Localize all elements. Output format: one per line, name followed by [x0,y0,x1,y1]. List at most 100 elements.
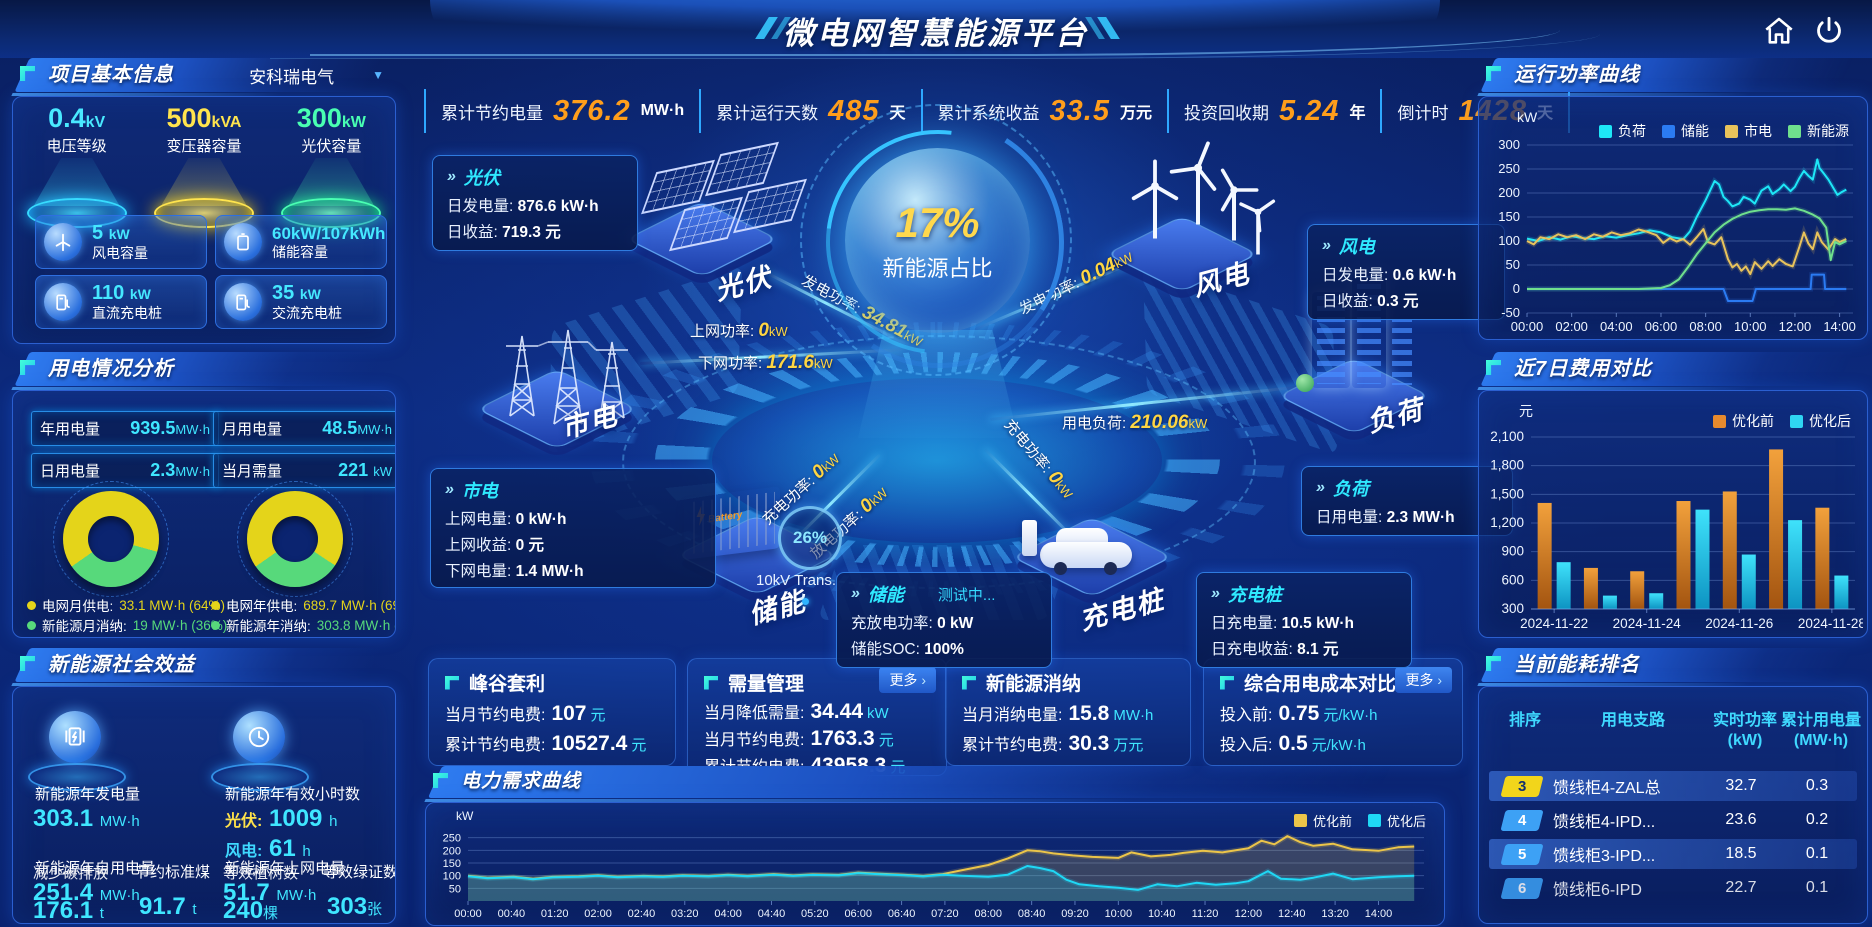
infobox-ev: » 充电桩 日充电量: 10.5 kW·h 日充电收益: 8.1 元 [1196,572,1412,668]
panel-project-info: 项目基本信息 安科瑞电气 ▼ 0.4kV 电压等级 500kVA 变压器容量 [12,58,396,344]
card-value: 5 kW [92,222,130,245]
table-row[interactable]: 5 馈线柜3-IPD... 18.5 0.1 [1489,839,1857,869]
column-header-rank: 排序 [1508,712,1541,729]
kpi-unit: 万元 [1119,105,1152,122]
svg-text:13:20: 13:20 [1321,908,1349,920]
card-label: 直流充电桩 [92,305,162,322]
chevron-right-icon: » [445,481,454,498]
gauge-dashed-ring [800,104,1072,376]
header-curve-line-2 [270,34,1600,59]
pedestal-transformer: 500kVA 变压器容量 [140,103,267,263]
transformer-label: 10kV Trans. [756,572,837,589]
svg-text:50: 50 [1506,257,1520,272]
icon-glow-base [28,763,126,791]
svg-text:06:00: 06:00 [844,908,872,920]
table-header: 排序 用电支路 实时功率 (kW) 累计用电量 (MW·h) [1493,711,1861,751]
svg-text:150: 150 [1498,209,1520,224]
svg-text:14:00: 14:00 [1823,319,1856,334]
svg-text:01:20: 01:20 [541,908,569,920]
svg-text:-50: -50 [1501,305,1520,320]
kpi-value: 376.2 [553,94,631,127]
svg-text:200: 200 [1498,185,1520,200]
svg-text:02:40: 02:40 [628,908,656,920]
card-corner-icon [1220,675,1234,690]
panel-run-power-curve: 运行功率曲线 kW 负荷 储能 市电 新能源 -50 0 50 100 150 200 25… [1478,58,1868,340]
svg-text:00:40: 00:40 [498,908,526,920]
chevron-right-icon: » [1322,237,1331,254]
infobox-load: » 负荷 日用电量: 2.3 MW·h [1301,466,1513,536]
svg-text:10:40: 10:40 [1148,908,1176,920]
cost-bar-chart: 300 600 900 1,200 1,500 1,800 2,100 2024-11-22 2… [1490,431,1863,631]
kpi-label: 累计节约电量 [441,103,543,123]
benefit-value: 51.7 MW·h [223,879,317,906]
svg-text:2024-11-26: 2024-11-26 [1705,616,1773,631]
svg-text:02:00: 02:00 [1555,319,1588,334]
charging-pile-icon [1022,520,1037,556]
svg-text:10:00: 10:00 [1734,319,1767,334]
realtime-power: 22.7 [1725,879,1757,896]
demand-legend: 优化前 优化后 [1293,811,1426,830]
chevron-right-icon: » [1211,585,1220,602]
pedestal-label: 光伏容量 [301,138,362,155]
svg-text:300: 300 [1501,601,1524,616]
legend-item: 优化前 [1293,811,1352,830]
power-icon[interactable] [1812,14,1846,48]
svg-text:50: 50 [449,883,461,895]
benefit-value: 303张 [327,893,383,920]
benefit-value: 91.7 t [139,893,197,920]
flow-feed-down: 下网功率: 171.6kW [698,352,833,373]
panel-title: 用电情况分析 [48,358,174,380]
svg-text:08:40: 08:40 [1018,908,1046,920]
panel-title: 近7日费用对比 [1514,358,1653,380]
legend-renewable-year: 新能源年消纳:303.8 MW·h (31%) [211,615,395,635]
svg-text:200: 200 [443,845,461,857]
svg-text:1,200: 1,200 [1490,515,1524,530]
table-row[interactable]: 6 馈线柜6-IPD 22.7 0.1 [1489,873,1857,903]
panel-body: 年用电量 939.5MW·h 月用电量 48.5MW·h 日用电量 2.3MW·h 当… [12,390,396,638]
svg-text:2,100: 2,100 [1490,431,1524,444]
svg-text:2024-11-24: 2024-11-24 [1613,616,1682,631]
header-curve-line [310,30,1560,56]
panel-header: 近7日费用对比 [1478,352,1868,386]
legend-item: 优化后 [1367,811,1426,830]
donut-ring-decor [237,481,353,597]
column-header-branch: 用电支路 [1600,712,1665,729]
svg-text:10:00: 10:00 [1105,908,1133,920]
benefit-label: 节约标准煤 [135,864,211,881]
svg-text:100: 100 [443,871,461,883]
benefit-label: 减少碳排放 [33,865,109,882]
svg-text:150: 150 [443,858,461,870]
card-demand-management: 需量管理 更多 › 当月降低需量: 34.44 kW 当月节约电费: 1763.3 元 … [687,658,947,777]
svg-text:12:00: 12:00 [1235,908,1263,920]
more-button[interactable]: 更多 › [1395,667,1452,693]
svg-text:09:20: 09:20 [1061,908,1089,920]
gauge-label: 新能源占比 [882,255,993,281]
benefit-label: 等效植树数 [223,865,299,882]
branch-name: 馈线柜3-IPD... [1553,848,1656,865]
svg-text:06:40: 06:40 [888,908,916,920]
car-wheel-icon [1054,562,1067,575]
infobox-wind: » 风电 日发电量: 0.6 kW·h 日收益: 0.3 元 [1307,224,1505,320]
charger-icon [44,283,82,321]
svg-text:600: 600 [1501,572,1524,587]
chevron-right-icon: » [851,585,860,602]
branch-name: 馈线柜4-ZAL总 [1553,780,1661,797]
svg-text:04:00: 04:00 [1600,319,1633,334]
more-button[interactable]: 更多 › [879,667,936,693]
stat-year-usage: 年用电量 939.5MW·h [31,411,219,446]
y-axis-unit: kW [1517,109,1538,125]
card-corner-icon [704,675,718,690]
home-icon[interactable] [1762,14,1796,48]
svg-text:07:20: 07:20 [931,908,959,920]
table-row[interactable]: 4 馈线柜4-IPD... 23.6 0.2 [1489,805,1857,835]
kpi-value: 5.24 [1278,94,1340,127]
svg-text:05:20: 05:20 [801,908,829,920]
kpi-unit: MW·h [640,102,685,119]
donut-month [63,491,159,587]
gauge-value: 17% [895,198,980,246]
svg-text:04:00: 04:00 [714,908,742,920]
y-axis-unit: kW [456,809,474,823]
table-row[interactable]: 3 馈线柜4-ZAL总 32.7 0.3 [1489,771,1857,801]
project-selector-dropdown[interactable]: 安科瑞电气 ▼ [249,58,384,92]
svg-text:14:00: 14:00 [1365,908,1393,920]
